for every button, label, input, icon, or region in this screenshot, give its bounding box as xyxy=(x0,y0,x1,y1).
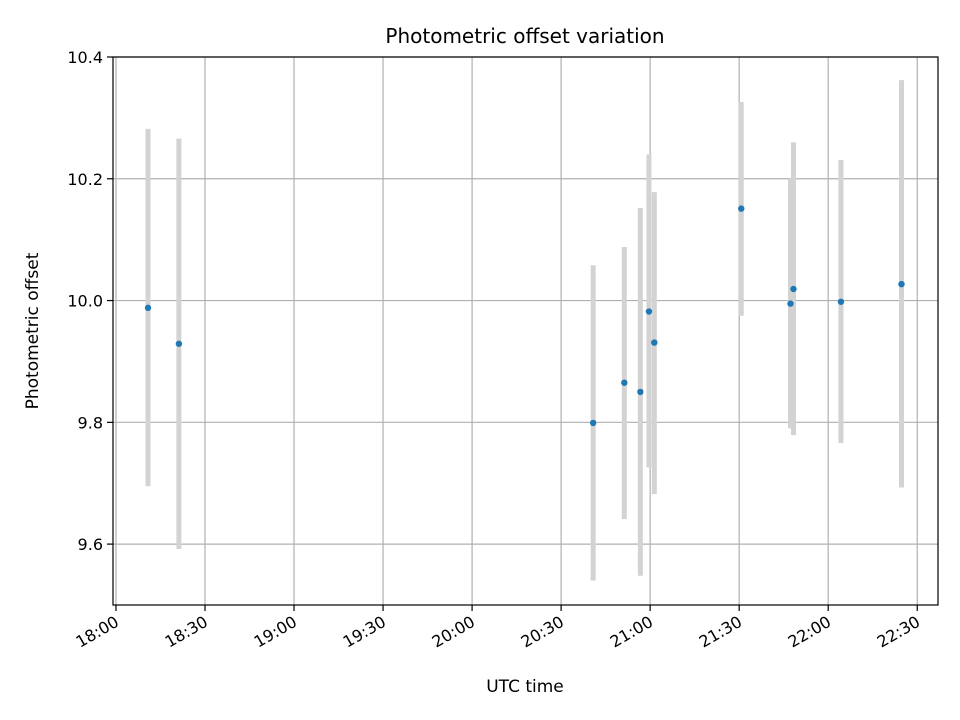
y-tick-label: 10.4 xyxy=(67,48,103,67)
data-point xyxy=(837,298,845,305)
data-point xyxy=(175,340,183,347)
data-point xyxy=(621,379,628,386)
data-point xyxy=(787,300,794,307)
y-tick-label: 9.6 xyxy=(78,535,103,554)
data-point xyxy=(898,280,905,288)
y-axis-label: Photometric offset xyxy=(23,252,43,409)
data-point xyxy=(144,304,152,312)
y-axis-ticks: 9.6 9.8 10.0 10.2 10.4 xyxy=(67,48,113,554)
chart-title: Photometric offset variation xyxy=(385,24,664,48)
data-point xyxy=(738,205,745,212)
x-axis-label: UTC time xyxy=(486,677,564,697)
data-point xyxy=(589,419,597,427)
y-tick-label: 10.2 xyxy=(67,170,103,189)
data-point xyxy=(790,285,797,293)
y-tick-label: 10.0 xyxy=(67,292,103,311)
grid xyxy=(113,56,938,605)
y-tick-label: 9.8 xyxy=(78,413,103,432)
plot-area-frame xyxy=(112,56,939,606)
data-point xyxy=(645,308,653,315)
data-points xyxy=(144,205,905,427)
data-point xyxy=(637,388,644,396)
data-point xyxy=(651,339,658,346)
